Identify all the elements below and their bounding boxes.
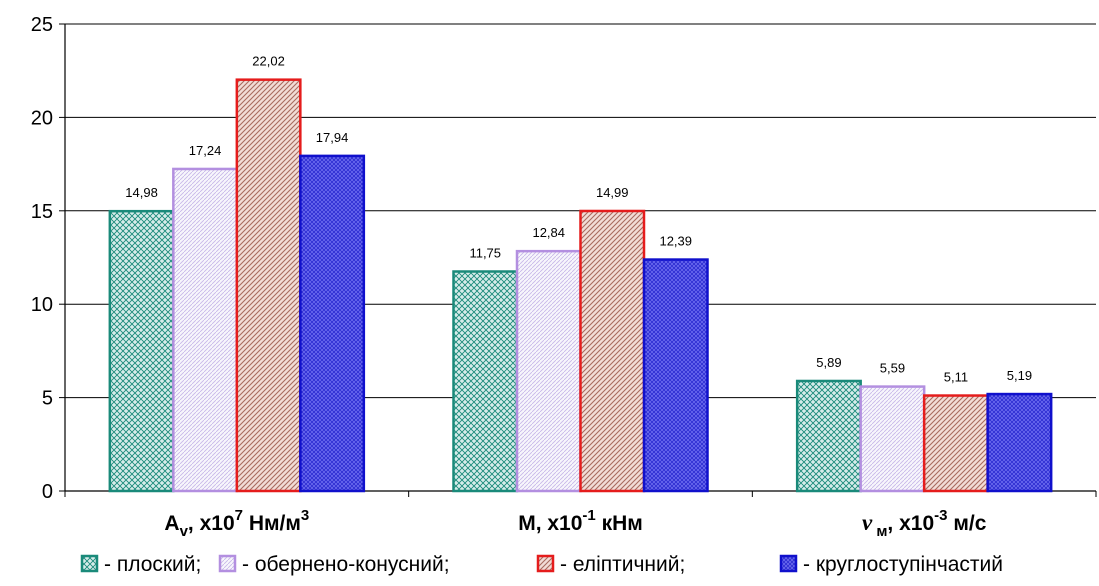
bar-2-3 (859, 385, 926, 493)
category-label: Av, x107 Нм/м3 (164, 507, 309, 540)
data-label: 5,11 (944, 370, 968, 385)
data-label: 5,89 (816, 355, 841, 370)
bar-4-2 (642, 258, 709, 493)
bar-2-2 (515, 249, 582, 493)
data-label: 11,75 (469, 246, 501, 261)
legend-label-4: - круглоступінчастий (803, 553, 1003, 576)
bar-4-3 (986, 392, 1053, 493)
bars (108, 78, 1053, 493)
data-label: 12,39 (659, 234, 692, 249)
y-tick-label: 0 (42, 481, 53, 503)
data-label: 14,99 (596, 185, 629, 200)
category-label: v м, x10-3 м/с (862, 507, 987, 540)
data-label: 5,19 (1007, 368, 1032, 383)
bar-1-1 (108, 209, 175, 493)
category-label: M, x10-1 кНм (518, 507, 643, 535)
legend-swatch-4 (779, 554, 798, 573)
y-tick-label: 10 (31, 294, 53, 316)
bar-4-1 (299, 154, 366, 493)
legend: - плоский; - обернено-конусний; - еліптичн… (80, 553, 1003, 576)
y-tick-label: 15 (31, 201, 53, 223)
legend-label-3: - еліптичний; (560, 553, 685, 576)
bar-1-3 (795, 379, 862, 493)
y-tick-label: 5 (42, 388, 53, 410)
data-label: 17,94 (316, 130, 349, 145)
legend-swatch-2 (218, 554, 237, 573)
legend-label-1: - плоский; (104, 553, 201, 576)
data-label: 22,02 (252, 54, 285, 69)
bar-1-2 (452, 270, 519, 493)
y-tick-label: 20 (31, 107, 53, 129)
data-label: 5,59 (880, 361, 905, 376)
legend-swatch-1 (80, 554, 99, 573)
bar-3-2 (579, 209, 646, 493)
data-label: 17,24 (189, 143, 222, 158)
category-labels: Av, x107 Нм/м3 M, x10-1 кНм v м, x10-3 м/с (164, 507, 986, 540)
data-labels: 14,98 17,24 22,02 17,94 11,75 12,84 14,99 12,39… (125, 54, 1032, 385)
data-label: 14,98 (125, 185, 158, 200)
legend-swatch-3 (536, 554, 555, 573)
y-tick-label: 25 (31, 14, 53, 36)
data-label: 12,84 (532, 225, 565, 240)
bar-3-1 (235, 78, 302, 493)
bar-2-1 (172, 167, 239, 493)
bar-3-3 (922, 394, 989, 493)
legend-label-2: - обернено-конусний; (242, 553, 450, 576)
